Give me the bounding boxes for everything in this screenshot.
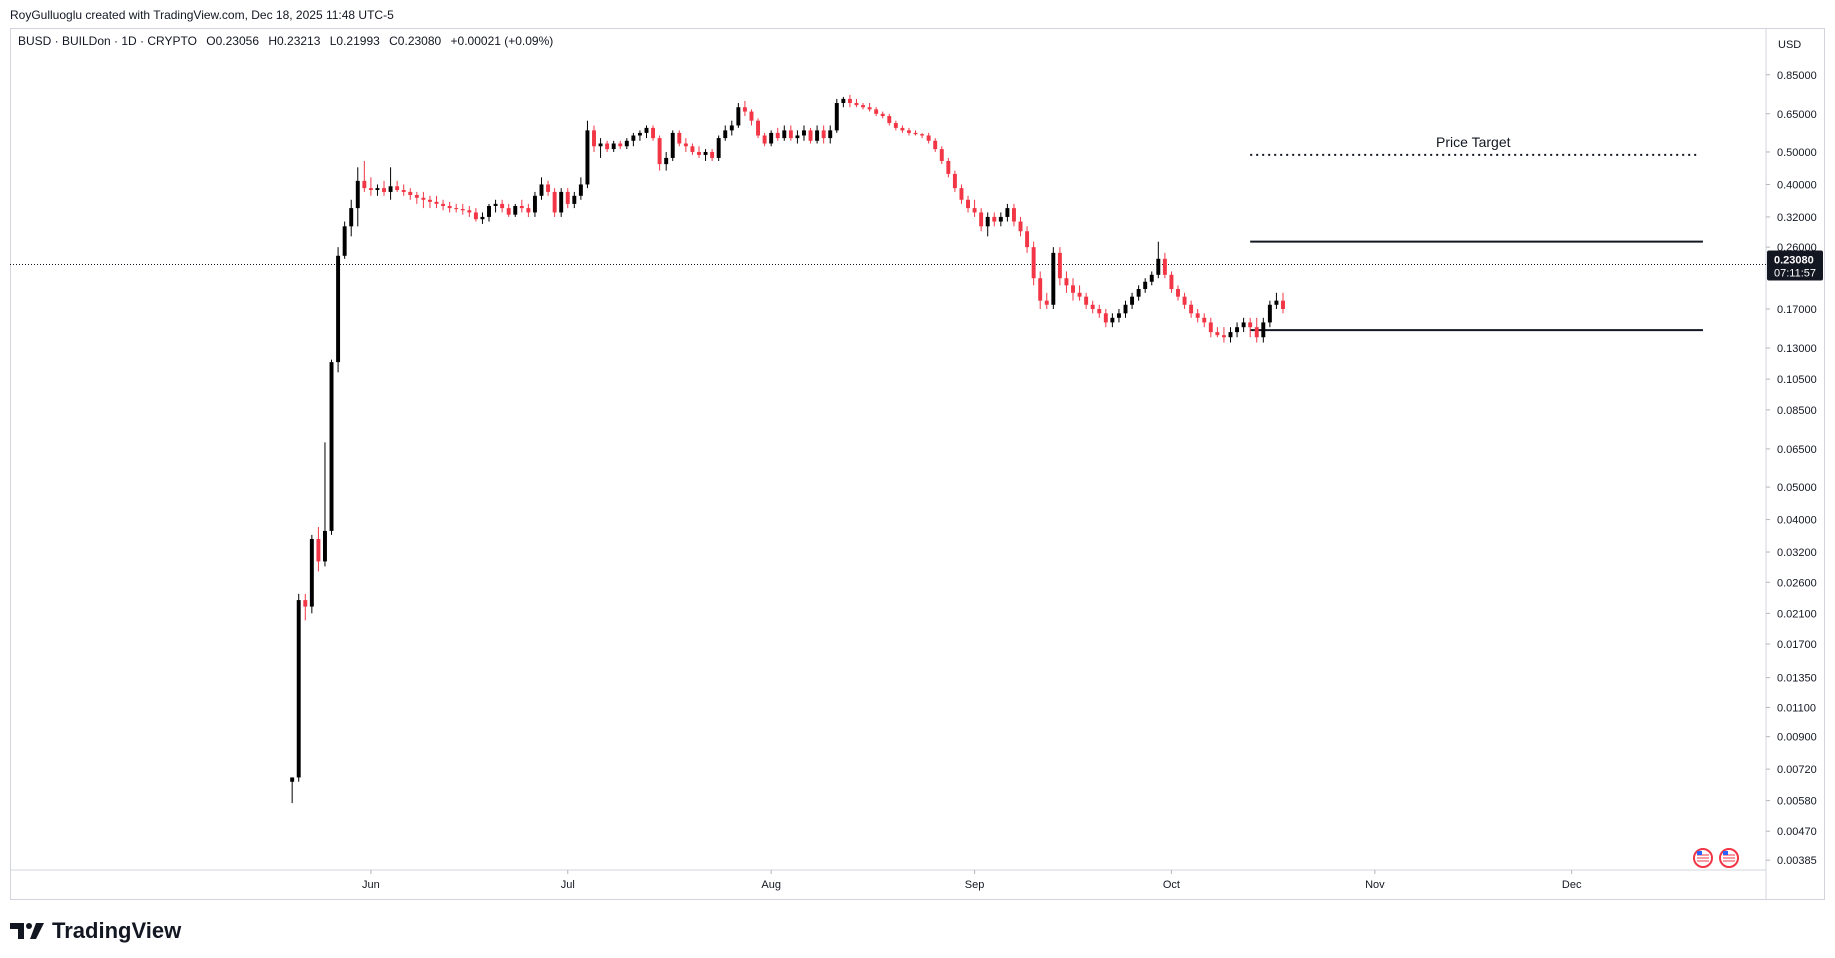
ohlc-close: C0.23080 <box>389 34 442 48</box>
attribution-text: RoyGulluoglu created with TradingView.co… <box>10 8 394 22</box>
tradingview-logo-text: TradingView <box>52 918 182 943</box>
symbol-legend: BUSD · BUILDon · 1D · CRYPTO O0.23056 H0… <box>18 34 559 48</box>
ohlc-change: +0.00021 (+0.09%) <box>450 34 554 48</box>
tradingview-logo-icon <box>10 923 44 939</box>
tradingview-logo[interactable]: TradingView <box>10 918 181 944</box>
ohlc-open: O0.23056 <box>206 34 259 48</box>
ohlc-high: H0.23213 <box>268 34 321 48</box>
chart-frame <box>10 28 1825 900</box>
symbol-name[interactable]: BUSD · BUILDon · 1D · CRYPTO <box>18 34 197 48</box>
ohlc-low: L0.21993 <box>329 34 380 48</box>
